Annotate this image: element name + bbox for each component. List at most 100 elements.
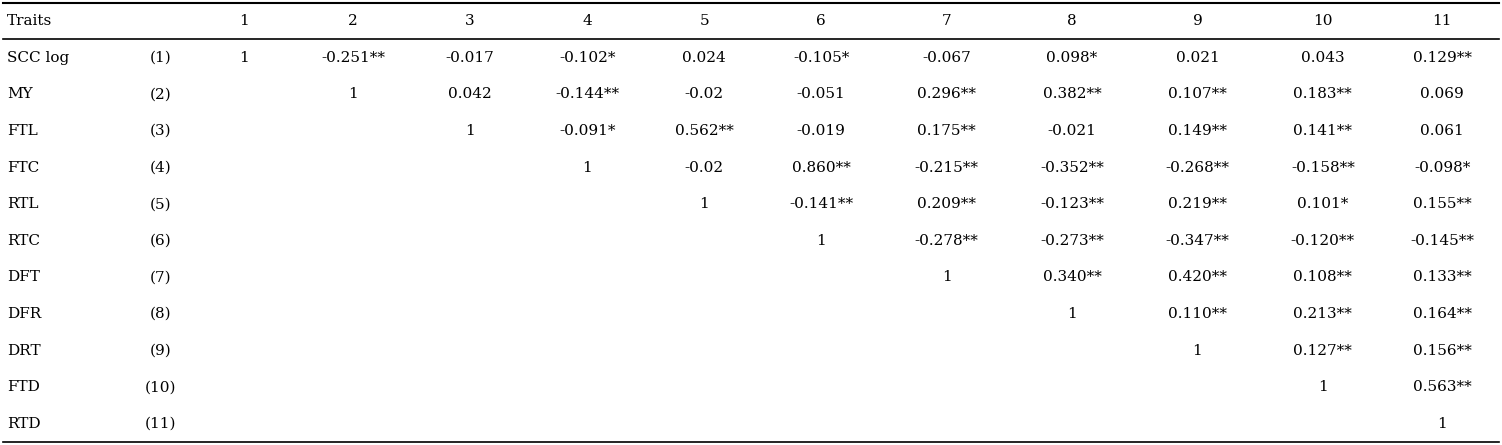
Text: RTC: RTC	[8, 234, 41, 248]
Text: 0.108**: 0.108**	[1293, 271, 1352, 284]
Text: (6): (6)	[150, 234, 171, 248]
Text: 1: 1	[239, 51, 249, 65]
Text: 0.219**: 0.219**	[1169, 197, 1227, 211]
Text: 0.340**: 0.340**	[1042, 271, 1101, 284]
Text: RTD: RTD	[8, 417, 41, 431]
Text: -0.019: -0.019	[796, 124, 846, 138]
Text: 0.382**: 0.382**	[1042, 87, 1101, 101]
Text: 1: 1	[348, 87, 357, 101]
Text: 7: 7	[942, 14, 951, 28]
Text: 0.021: 0.021	[1176, 51, 1220, 65]
Text: 0.183**: 0.183**	[1293, 87, 1352, 101]
Text: 1: 1	[942, 271, 951, 284]
Text: RTL: RTL	[8, 197, 39, 211]
Text: 0.420**: 0.420**	[1169, 271, 1227, 284]
Text: 5: 5	[700, 14, 709, 28]
Text: 0.175**: 0.175**	[918, 124, 976, 138]
Text: (7): (7)	[150, 271, 171, 284]
Text: DRT: DRT	[8, 344, 41, 358]
Text: 0.860**: 0.860**	[792, 161, 850, 174]
Text: 0.213**: 0.213**	[1293, 307, 1352, 321]
Text: 2: 2	[348, 14, 357, 28]
Text: -0.268**: -0.268**	[1166, 161, 1230, 174]
Text: (5): (5)	[150, 197, 171, 211]
Text: -0.02: -0.02	[685, 87, 724, 101]
Text: -0.02: -0.02	[685, 161, 724, 174]
Text: 0.562**: 0.562**	[674, 124, 733, 138]
Text: 1: 1	[700, 197, 709, 211]
Text: 0.156**: 0.156**	[1413, 344, 1472, 358]
Text: 4: 4	[583, 14, 592, 28]
Text: -0.352**: -0.352**	[1039, 161, 1104, 174]
Text: -0.091*: -0.091*	[559, 124, 616, 138]
Text: (4): (4)	[150, 161, 171, 174]
Text: -0.144**: -0.144**	[556, 87, 619, 101]
Text: 0.127**: 0.127**	[1293, 344, 1352, 358]
Text: -0.251**: -0.251**	[321, 51, 385, 65]
Text: FTL: FTL	[8, 124, 38, 138]
Text: DFR: DFR	[8, 307, 42, 321]
Text: 0.164**: 0.164**	[1413, 307, 1472, 321]
Text: 0.107**: 0.107**	[1169, 87, 1227, 101]
Text: 0.110**: 0.110**	[1169, 307, 1227, 321]
Text: -0.021: -0.021	[1047, 124, 1096, 138]
Text: 0.061: 0.061	[1421, 124, 1464, 138]
Text: 0.149**: 0.149**	[1169, 124, 1227, 138]
Text: (8): (8)	[150, 307, 171, 321]
Text: 0.141**: 0.141**	[1293, 124, 1352, 138]
Text: 1: 1	[239, 14, 249, 28]
Text: 11: 11	[1433, 14, 1452, 28]
Text: (9): (9)	[150, 344, 171, 358]
Text: SCC log: SCC log	[8, 51, 69, 65]
Text: 9: 9	[1193, 14, 1202, 28]
Text: -0.102*: -0.102*	[559, 51, 616, 65]
Text: 0.043: 0.043	[1301, 51, 1344, 65]
Text: 1: 1	[817, 234, 826, 248]
Text: 0.098*: 0.098*	[1047, 51, 1098, 65]
Text: MY: MY	[8, 87, 33, 101]
Text: 1: 1	[1317, 380, 1328, 394]
Text: 0.129**: 0.129**	[1413, 51, 1472, 65]
Text: 0.563**: 0.563**	[1413, 380, 1472, 394]
Text: 0.069: 0.069	[1421, 87, 1464, 101]
Text: -0.067: -0.067	[922, 51, 970, 65]
Text: (2): (2)	[150, 87, 171, 101]
Text: 10: 10	[1313, 14, 1332, 28]
Text: FTD: FTD	[8, 380, 41, 394]
Text: -0.158**: -0.158**	[1290, 161, 1355, 174]
Text: 0.133**: 0.133**	[1413, 271, 1472, 284]
Text: 0.296**: 0.296**	[918, 87, 976, 101]
Text: 3: 3	[466, 14, 475, 28]
Text: (3): (3)	[150, 124, 171, 138]
Text: -0.347**: -0.347**	[1166, 234, 1229, 248]
Text: -0.273**: -0.273**	[1039, 234, 1104, 248]
Text: -0.098*: -0.098*	[1415, 161, 1470, 174]
Text: (11): (11)	[146, 417, 177, 431]
Text: -0.278**: -0.278**	[915, 234, 979, 248]
Text: 1: 1	[466, 124, 475, 138]
Text: 8: 8	[1068, 14, 1077, 28]
Text: 0.155**: 0.155**	[1413, 197, 1472, 211]
Text: Traits: Traits	[8, 14, 53, 28]
Text: 1: 1	[1066, 307, 1077, 321]
Text: 1: 1	[1437, 417, 1448, 431]
Text: 1: 1	[1193, 344, 1202, 358]
Text: -0.215**: -0.215**	[915, 161, 979, 174]
Text: -0.123**: -0.123**	[1039, 197, 1104, 211]
Text: DFT: DFT	[8, 271, 41, 284]
Text: 0.042: 0.042	[448, 87, 493, 101]
Text: (10): (10)	[146, 380, 177, 394]
Text: -0.051: -0.051	[798, 87, 846, 101]
Text: 0.101*: 0.101*	[1298, 197, 1349, 211]
Text: FTC: FTC	[8, 161, 39, 174]
Text: -0.141**: -0.141**	[789, 197, 853, 211]
Text: 1: 1	[583, 161, 592, 174]
Text: 0.209**: 0.209**	[918, 197, 976, 211]
Text: 0.024: 0.024	[682, 51, 725, 65]
Text: 6: 6	[817, 14, 826, 28]
Text: (1): (1)	[150, 51, 171, 65]
Text: -0.145**: -0.145**	[1410, 234, 1475, 248]
Text: -0.105*: -0.105*	[793, 51, 850, 65]
Text: -0.120**: -0.120**	[1290, 234, 1355, 248]
Text: -0.017: -0.017	[446, 51, 494, 65]
